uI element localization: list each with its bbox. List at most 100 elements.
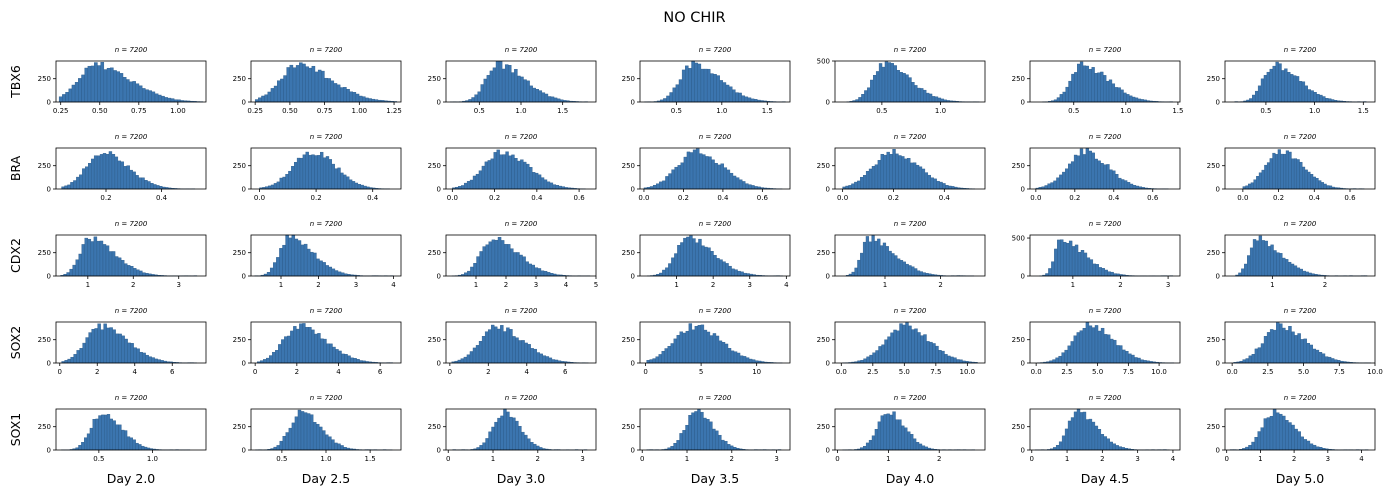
y-tick-label: 0	[826, 447, 830, 455]
histogram-bar	[481, 165, 486, 190]
histogram-bar	[874, 429, 879, 451]
histogram-bar	[868, 241, 872, 277]
histogram-bar	[1280, 153, 1284, 190]
histogram-bar	[945, 185, 949, 190]
panel-title: n = 7200	[699, 394, 732, 402]
histogram-bar	[512, 417, 516, 451]
histogram-bar	[884, 61, 889, 103]
x-tick-label: 1.00	[352, 107, 368, 115]
histogram-bar	[865, 442, 870, 451]
histogram-bar	[655, 356, 659, 364]
histogram-bar	[154, 93, 159, 103]
histogram-bar	[676, 440, 680, 451]
histogram-bar	[336, 84, 341, 103]
histogram-bar	[479, 251, 483, 277]
y-tick-label: 250	[233, 75, 246, 83]
x-tick-label: 3	[1166, 281, 1170, 289]
histogram-bar	[258, 97, 262, 103]
x-tick-label: 1	[1258, 455, 1262, 463]
histogram-bar	[529, 167, 533, 190]
histogram-bar	[306, 248, 311, 277]
histogram-bar	[858, 97, 862, 103]
x-tick-label: 0.4	[156, 194, 168, 202]
histogram-bar	[111, 251, 116, 277]
histogram-bar	[491, 239, 496, 277]
x-tick-label: 10.0	[960, 368, 976, 376]
histogram-bar	[670, 446, 674, 451]
x-tick-label: 0.2	[888, 194, 899, 202]
histogram-bar	[1111, 83, 1116, 103]
column-label: Day 4.5	[1081, 471, 1130, 486]
histogram-bar	[129, 437, 133, 451]
histogram-bar	[1249, 247, 1254, 277]
histogram-bar	[527, 438, 531, 451]
y-tick-label: 0	[1216, 186, 1220, 194]
histogram-bar	[1094, 425, 1099, 451]
x-tick-label: 2	[711, 281, 715, 289]
y-tick-label: 0	[826, 360, 830, 368]
histogram-bar	[532, 87, 536, 103]
histogram-bar	[96, 240, 101, 277]
histogram-bar	[495, 61, 500, 103]
histogram-bar	[1070, 161, 1075, 190]
histogram-bar	[1248, 445, 1252, 451]
histogram-bar	[507, 244, 511, 277]
histogram-bar	[115, 424, 119, 451]
histogram-bar	[1316, 93, 1320, 103]
histogram-bar	[871, 235, 875, 277]
y-tick-label: 0	[1216, 273, 1220, 281]
column-label: Day 5.0	[1276, 471, 1325, 486]
histogram-bar	[854, 267, 858, 277]
histogram-bar	[888, 250, 892, 277]
histogram-bar	[346, 176, 350, 190]
histogram-bar	[484, 161, 489, 190]
histogram-bar	[716, 75, 720, 103]
row-label: SOX2	[8, 326, 23, 360]
histogram-bar	[133, 347, 137, 364]
histogram-bar	[85, 166, 89, 190]
histogram-bar	[1276, 322, 1280, 364]
x-tick-label: 1	[1071, 281, 1075, 289]
histogram-bar	[1137, 98, 1142, 103]
histogram-bar	[556, 98, 561, 103]
histogram-bar	[938, 350, 942, 364]
histogram-bar	[1085, 419, 1090, 451]
histogram-bar	[76, 350, 80, 364]
histogram-bar	[1249, 98, 1253, 103]
histogram-bar	[1123, 180, 1128, 190]
histogram-bar	[537, 268, 542, 277]
histogram-bar	[535, 89, 539, 103]
x-tick-label: 10.0	[1151, 368, 1167, 376]
histogram-bar	[941, 350, 945, 364]
histogram-bar	[877, 160, 882, 190]
histogram-bar	[502, 154, 506, 190]
histogram-bar	[682, 430, 686, 451]
histogram-bar	[1082, 327, 1087, 364]
histogram-bar	[874, 240, 878, 277]
histogram-bar	[685, 330, 690, 364]
histogram-bar	[473, 263, 477, 277]
histogram-bar	[103, 69, 108, 103]
histogram-bar	[316, 258, 320, 277]
x-tick-label: 0.0	[1237, 194, 1248, 202]
x-tick-label: 3	[1135, 455, 1139, 463]
histogram-bar	[67, 184, 71, 190]
histogram-bar	[500, 325, 504, 364]
histogram-bar	[340, 172, 344, 190]
histogram-bar	[92, 419, 96, 451]
histogram-bar	[680, 162, 685, 190]
histogram-bar	[287, 335, 291, 364]
histogram-bar	[733, 351, 738, 364]
histogram-bar	[530, 442, 534, 451]
histogram-bar	[81, 74, 85, 103]
histogram-bar	[1094, 73, 1098, 103]
histogram-bar	[71, 84, 76, 103]
histogram-bar	[1276, 252, 1280, 277]
histogram-bar	[727, 348, 732, 364]
histogram-bar	[1121, 179, 1125, 190]
histogram-bar	[320, 338, 324, 364]
histogram-bar	[883, 414, 887, 451]
histogram-bar	[1118, 446, 1122, 451]
histogram-bar	[82, 342, 86, 364]
histogram-bar	[1277, 149, 1281, 190]
